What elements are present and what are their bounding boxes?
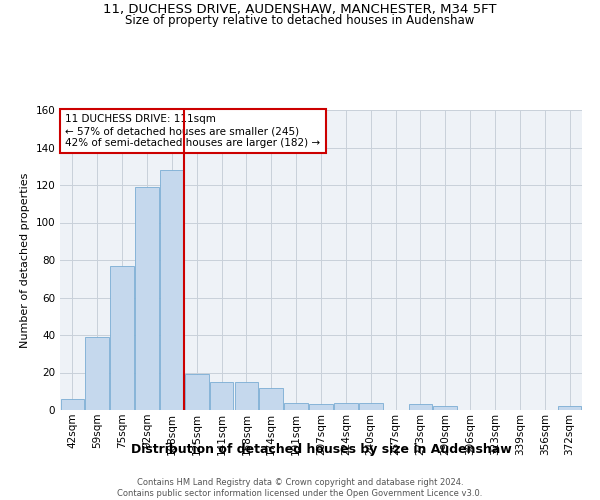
Bar — [85, 337, 109, 410]
Text: Distribution of detached houses by size in Audenshaw: Distribution of detached houses by size … — [131, 442, 511, 456]
Bar — [135, 187, 159, 410]
Bar — [160, 170, 184, 410]
Bar — [61, 399, 84, 410]
Bar — [185, 374, 209, 410]
Bar — [309, 404, 333, 410]
Text: Contains HM Land Registry data © Crown copyright and database right 2024.
Contai: Contains HM Land Registry data © Crown c… — [118, 478, 482, 498]
Bar — [284, 402, 308, 410]
Text: Size of property relative to detached houses in Audenshaw: Size of property relative to detached ho… — [125, 14, 475, 27]
Bar — [259, 388, 283, 410]
Bar — [433, 406, 457, 410]
Text: 11 DUCHESS DRIVE: 111sqm
← 57% of detached houses are smaller (245)
42% of semi-: 11 DUCHESS DRIVE: 111sqm ← 57% of detach… — [65, 114, 320, 148]
Bar — [359, 402, 383, 410]
Text: 11, DUCHESS DRIVE, AUDENSHAW, MANCHESTER, M34 5FT: 11, DUCHESS DRIVE, AUDENSHAW, MANCHESTER… — [103, 2, 497, 16]
Y-axis label: Number of detached properties: Number of detached properties — [20, 172, 30, 348]
Bar — [334, 402, 358, 410]
Bar — [210, 382, 233, 410]
Bar — [110, 266, 134, 410]
Bar — [558, 406, 581, 410]
Bar — [409, 404, 432, 410]
Bar — [235, 382, 258, 410]
